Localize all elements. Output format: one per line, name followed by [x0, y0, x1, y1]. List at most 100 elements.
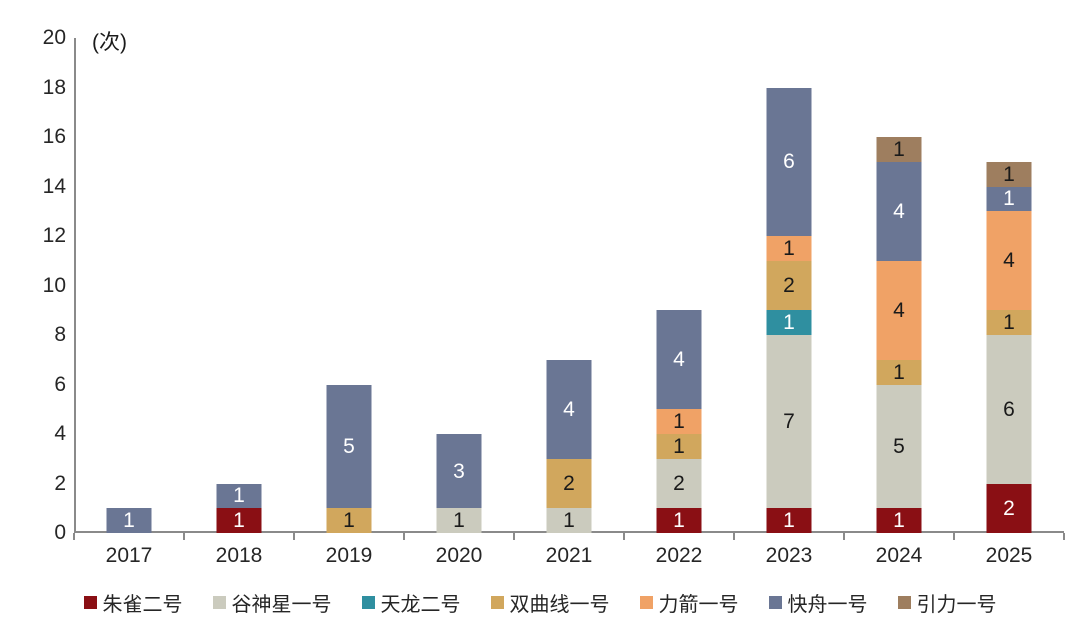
bar-segment-谷神星一号-2025: 6	[986, 335, 1032, 484]
y-tick-label: 0	[54, 521, 66, 544]
x-category-label-2017: 2017	[105, 544, 153, 567]
legend-label: 朱雀二号	[102, 594, 183, 616]
y-tick-label: 16	[42, 125, 66, 148]
x-tick-mark	[403, 533, 405, 540]
segment-value-label: 1	[233, 484, 245, 508]
segment-value-label: 6	[1003, 397, 1015, 421]
legend-swatch-icon	[83, 596, 97, 609]
legend-item-天龙二号: 天龙二号	[361, 588, 461, 617]
segment-value-label: 5	[343, 434, 355, 458]
y-tick-label: 12	[42, 224, 66, 247]
segment-value-label: 1	[783, 236, 795, 260]
segment-value-label: 4	[893, 298, 905, 322]
segment-value-label: 4	[893, 199, 905, 223]
legend-swatch-icon	[897, 596, 911, 609]
bar-segment-快舟一号-2024: 4	[876, 161, 922, 261]
bar-segment-朱雀二号-2023: 1	[766, 508, 812, 533]
bar-segment-引力一号-2025: 1	[986, 161, 1032, 187]
segment-value-label: 1	[123, 509, 135, 533]
legend-swatch-icon	[768, 596, 782, 609]
bar-segment-双曲线一号-2019: 1	[326, 508, 372, 533]
bar-stack-2017: 1	[106, 508, 152, 533]
bar-segment-谷神星一号-2023: 7	[766, 335, 812, 509]
legend-item-谷神星一号: 谷神星一号	[212, 588, 332, 617]
legend-label: 快舟一号	[787, 594, 868, 616]
segment-value-label: 1	[1003, 187, 1015, 211]
bar-segment-快舟一号-2019: 5	[326, 384, 372, 509]
legend-item-引力一号: 引力一号	[897, 588, 997, 617]
x-category-label-2020: 2020	[435, 544, 483, 567]
legend-label: 谷神星一号	[231, 594, 332, 616]
y-tick-label: 8	[54, 323, 66, 346]
bar-segment-快舟一号-2022: 4	[656, 310, 702, 410]
bar-segment-朱雀二号-2018: 1	[216, 508, 262, 533]
bar-group-2021: 1 2 4	[514, 38, 624, 533]
bar-segment-朱雀二号-2024: 1	[876, 508, 922, 533]
legend-item-力箭一号: 力箭一号	[639, 588, 739, 617]
segment-value-label: 1	[783, 509, 795, 533]
bar-segment-双曲线一号-2021: 2	[546, 458, 592, 509]
bar-segment-快舟一号-2017: 1	[106, 508, 152, 533]
segment-value-label: 2	[783, 274, 795, 297]
bar-segment-谷神星一号-2022: 2	[656, 458, 702, 509]
segment-value-label: 1	[1003, 311, 1015, 335]
segment-value-label: 1	[343, 509, 355, 533]
segment-value-label: 1	[673, 410, 685, 434]
x-tick-mark	[1063, 533, 1065, 540]
segment-value-label: 4	[1003, 249, 1015, 273]
y-tick-label: 6	[54, 372, 66, 396]
bar-segment-双曲线一号-2025: 1	[986, 310, 1032, 335]
bar-segment-快舟一号-2020: 3	[436, 434, 482, 509]
x-tick-mark	[183, 533, 185, 540]
segment-value-label: 1	[673, 509, 685, 533]
x-category-label-2025: 2025	[985, 544, 1033, 567]
y-axis-unit-label: (次)	[92, 31, 127, 54]
bar-segment-力箭一号-2023: 1	[766, 236, 812, 261]
segment-value-label: 1	[893, 509, 905, 533]
bar-segment-引力一号-2024: 1	[876, 137, 922, 162]
bar-segment-双曲线一号-2023: 2	[766, 260, 812, 311]
y-tick-label: 18	[42, 75, 66, 99]
bar-segment-谷神星一号-2024: 5	[876, 384, 922, 509]
x-tick-mark	[623, 533, 625, 540]
legend-item-快舟一号: 快舟一号	[768, 588, 868, 617]
segment-value-label: 4	[563, 397, 575, 421]
x-category-label-2019: 2019	[325, 544, 373, 567]
x-tick-mark	[953, 533, 955, 540]
y-tick-label: 2	[54, 471, 66, 495]
y-tick-label: 20	[42, 26, 66, 49]
legend-label: 天龙二号	[380, 594, 461, 616]
bar-segment-谷神星一号-2020: 1	[436, 508, 482, 533]
bar-group-2024: 1 5 1 4 4 1	[844, 38, 954, 533]
bar-segment-快舟一号-2021: 4	[546, 359, 592, 459]
y-tick-label: 10	[42, 273, 66, 297]
bar-stack-2024: 1 5 1 4 4 1	[876, 137, 922, 533]
x-category-label-2024: 2024	[875, 544, 923, 567]
bar-group-2017: 1	[74, 38, 184, 533]
legend-label: 引力一号	[916, 594, 997, 616]
x-tick-mark	[733, 533, 735, 540]
legend: 朱雀二号 谷神星一号 天龙二号 双曲线一号 力箭一号 快舟一号 引力一号	[0, 588, 1080, 617]
segment-value-label: 4	[673, 348, 685, 372]
bar-segment-力箭一号-2024: 4	[876, 260, 922, 360]
legend-item-朱雀二号: 朱雀二号	[83, 588, 183, 617]
segment-value-label: 1	[453, 509, 465, 533]
x-tick-mark	[843, 533, 845, 540]
bar-group-2023: 1 7 1 2 1 6	[734, 38, 844, 533]
bar-segment-快舟一号-2025: 1	[986, 186, 1032, 212]
bar-segment-快舟一号-2018: 1	[216, 483, 262, 509]
segment-value-label: 2	[563, 472, 575, 495]
segment-value-label: 3	[453, 459, 465, 483]
segment-value-label: 1	[893, 360, 905, 384]
bar-segment-快舟一号-2023: 6	[766, 87, 812, 236]
